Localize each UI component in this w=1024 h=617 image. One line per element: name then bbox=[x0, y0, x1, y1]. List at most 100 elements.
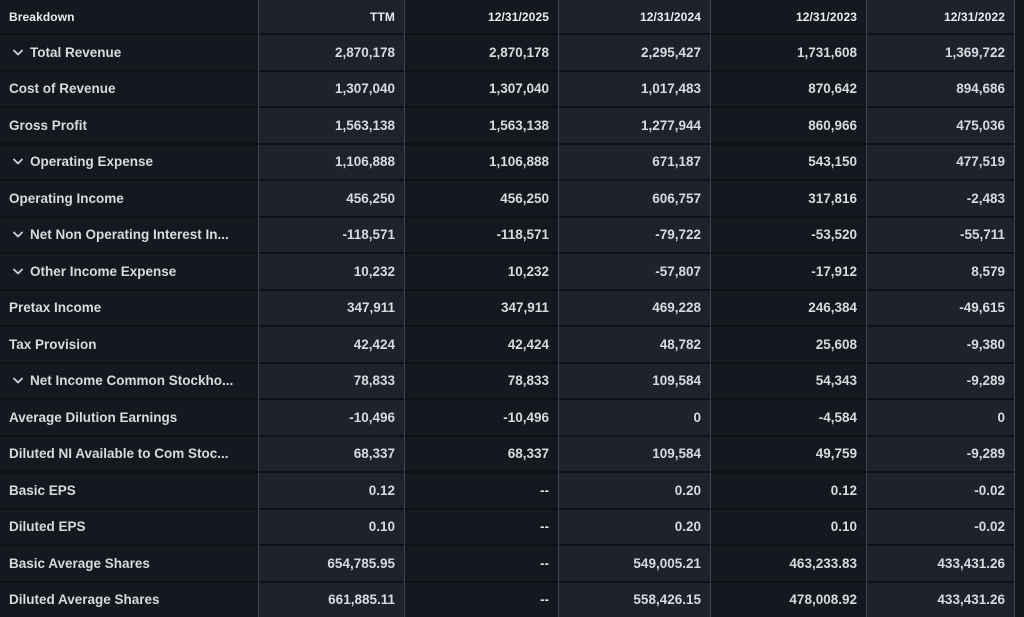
cell-2025: -- bbox=[404, 546, 558, 581]
row-label-cell: Diluted NI Available to Com Stoc... bbox=[0, 436, 258, 471]
table-row: Basic EPS 0.12 -- 0.20 0.12 -0.02 bbox=[0, 471, 1014, 508]
cell-2025: 347,911 bbox=[404, 290, 558, 325]
cell-2023: 54,343 bbox=[710, 363, 866, 398]
cell-2022: -55,711 bbox=[866, 217, 1014, 252]
row-label-cell: Diluted Average Shares bbox=[0, 582, 258, 617]
cell-2023: 246,384 bbox=[710, 290, 866, 325]
row-label-cell: Operating Income bbox=[0, 181, 258, 216]
cell-2022: -49,615 bbox=[866, 290, 1014, 325]
table-row: Operating Income 456,250 456,250 606,757… bbox=[0, 179, 1014, 216]
table-row: Basic Average Shares 654,785.95 -- 549,0… bbox=[0, 544, 1014, 581]
row-label-cell[interactable]: Net Non Operating Interest In... bbox=[0, 217, 258, 252]
row-label: Tax Provision bbox=[9, 336, 97, 352]
cell-2024: 0 bbox=[558, 400, 710, 435]
row-label-cell: Tax Provision bbox=[0, 327, 258, 362]
column-divider bbox=[258, 0, 259, 617]
row-label-cell: Pretax Income bbox=[0, 290, 258, 325]
table-row: Other Income Expense 10,232 10,232 -57,8… bbox=[0, 252, 1014, 289]
cell-2022: 1,369,722 bbox=[866, 35, 1014, 70]
table-row: Pretax Income 347,911 347,911 469,228 24… bbox=[0, 288, 1014, 325]
cell-ttm: 456,250 bbox=[258, 181, 404, 216]
cell-2022: 433,431.26 bbox=[866, 582, 1014, 617]
row-label: Basic Average Shares bbox=[9, 555, 150, 571]
cell-2022: -0.02 bbox=[866, 473, 1014, 508]
cell-2025: -- bbox=[404, 582, 558, 617]
column-header-2025: 12/31/2025 bbox=[404, 0, 558, 33]
cell-2023: 317,816 bbox=[710, 181, 866, 216]
row-label-cell: Basic Average Shares bbox=[0, 546, 258, 581]
table-row: Net Income Common Stockho... 78,833 78,8… bbox=[0, 361, 1014, 398]
column-header-2024: 12/31/2024 bbox=[558, 0, 710, 33]
cell-ttm: 654,785.95 bbox=[258, 546, 404, 581]
cell-2023: 870,642 bbox=[710, 71, 866, 106]
cell-2023: 0.12 bbox=[710, 473, 866, 508]
row-label-cell[interactable]: Net Income Common Stockho... bbox=[0, 363, 258, 398]
row-label-cell: Average Dilution Earnings bbox=[0, 400, 258, 435]
row-label: Operating Expense bbox=[30, 154, 154, 170]
cell-2023: 0.10 bbox=[710, 509, 866, 544]
chevron-down-icon[interactable] bbox=[13, 158, 23, 165]
row-label-cell: Cost of Revenue bbox=[0, 71, 258, 106]
cell-2024: 0.20 bbox=[558, 509, 710, 544]
cell-ttm: 1,563,138 bbox=[258, 108, 404, 143]
cell-2025: 456,250 bbox=[404, 181, 558, 216]
cell-2023: -17,912 bbox=[710, 254, 866, 289]
cell-2022: -0.02 bbox=[866, 509, 1014, 544]
row-label-cell: Diluted EPS bbox=[0, 509, 258, 544]
cell-2023: 49,759 bbox=[710, 436, 866, 471]
column-divider bbox=[558, 0, 559, 617]
cell-2022: -9,380 bbox=[866, 327, 1014, 362]
row-label-cell[interactable]: Total Revenue bbox=[0, 35, 258, 70]
cell-2024: 2,295,427 bbox=[558, 35, 710, 70]
cell-2025: -- bbox=[404, 509, 558, 544]
cell-2022: 8,579 bbox=[866, 254, 1014, 289]
cell-2024: 109,584 bbox=[558, 363, 710, 398]
row-label: Net Non Operating Interest In... bbox=[30, 227, 229, 243]
cell-2023: 478,008.92 bbox=[710, 582, 866, 617]
column-header-2022: 12/31/2022 bbox=[866, 0, 1014, 33]
table-header-row: Breakdown TTM 12/31/2025 12/31/2024 12/3… bbox=[0, 0, 1014, 33]
chevron-down-icon[interactable] bbox=[13, 231, 23, 238]
chevron-down-icon[interactable] bbox=[13, 49, 23, 56]
row-label: Net Income Common Stockho... bbox=[30, 373, 234, 389]
cell-2024: 0.20 bbox=[558, 473, 710, 508]
cell-2024: 469,228 bbox=[558, 290, 710, 325]
cell-2024: -57,807 bbox=[558, 254, 710, 289]
cell-2022: -9,289 bbox=[866, 436, 1014, 471]
row-label: Diluted NI Available to Com Stoc... bbox=[9, 446, 229, 462]
cell-ttm: 10,232 bbox=[258, 254, 404, 289]
table-row: Net Non Operating Interest In... -118,57… bbox=[0, 215, 1014, 252]
row-label-cell[interactable]: Other Income Expense bbox=[0, 254, 258, 289]
cell-2025: 68,337 bbox=[404, 436, 558, 471]
cell-ttm: 2,870,178 bbox=[258, 35, 404, 70]
row-label: Gross Profit bbox=[9, 117, 88, 133]
cell-2025: 10,232 bbox=[404, 254, 558, 289]
row-label-cell[interactable]: Operating Expense bbox=[0, 144, 258, 179]
cell-2024: 1,017,483 bbox=[558, 71, 710, 106]
right-gutter bbox=[1014, 0, 1024, 617]
cell-2025: 1,106,888 bbox=[404, 144, 558, 179]
row-label: Other Income Expense bbox=[30, 263, 177, 279]
cell-ttm: 78,833 bbox=[258, 363, 404, 398]
cell-2024: 558,426.15 bbox=[558, 582, 710, 617]
chevron-down-icon[interactable] bbox=[13, 268, 23, 275]
row-label: Pretax Income bbox=[9, 300, 102, 316]
table-row: Tax Provision 42,424 42,424 48,782 25,60… bbox=[0, 325, 1014, 362]
cell-2022: 894,686 bbox=[866, 71, 1014, 106]
table-body: Total Revenue 2,870,178 2,870,178 2,295,… bbox=[0, 33, 1014, 617]
cell-2024: 671,187 bbox=[558, 144, 710, 179]
row-label-cell: Basic EPS bbox=[0, 473, 258, 508]
table-row: Gross Profit 1,563,138 1,563,138 1,277,9… bbox=[0, 106, 1014, 143]
table-row: Diluted Average Shares 661,885.11 -- 558… bbox=[0, 580, 1014, 617]
cell-ttm: 661,885.11 bbox=[258, 582, 404, 617]
cell-2025: -10,496 bbox=[404, 400, 558, 435]
cell-2023: 25,608 bbox=[710, 327, 866, 362]
chevron-down-icon[interactable] bbox=[13, 377, 23, 384]
cell-2025: -- bbox=[404, 473, 558, 508]
column-header-breakdown: Breakdown bbox=[0, 0, 258, 33]
cell-2025: 42,424 bbox=[404, 327, 558, 362]
column-header-ttm: TTM bbox=[258, 0, 404, 33]
cell-2025: 1,307,040 bbox=[404, 71, 558, 106]
table-row: Diluted EPS 0.10 -- 0.20 0.10 -0.02 bbox=[0, 507, 1014, 544]
